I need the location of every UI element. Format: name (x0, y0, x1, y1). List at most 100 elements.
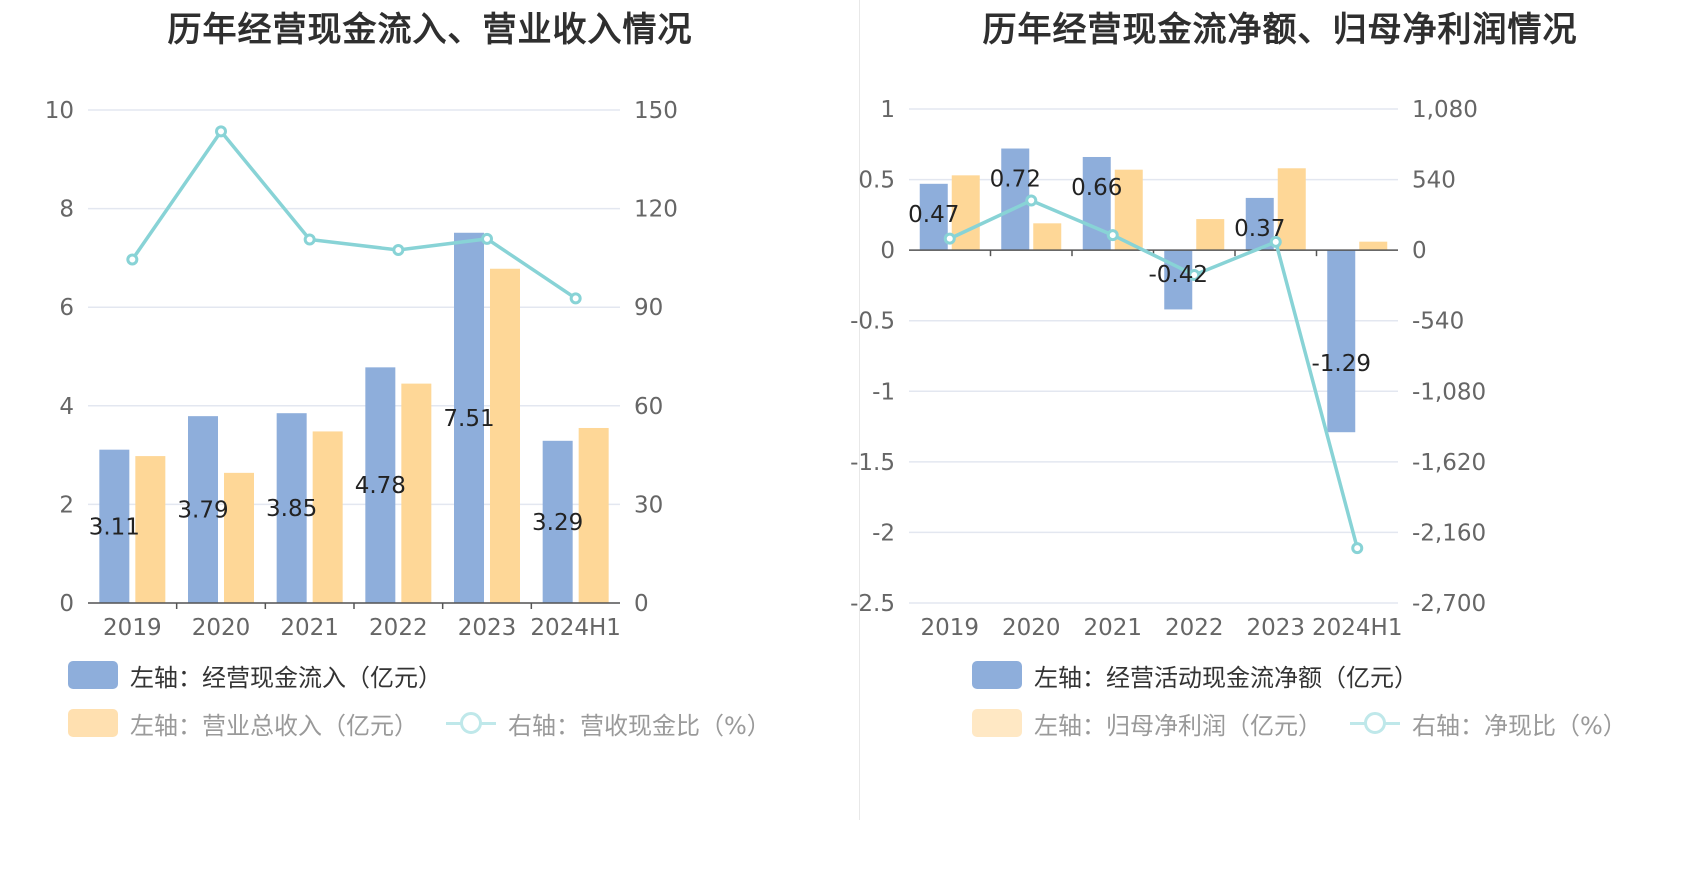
y2-tick-label: -2,700 (1412, 591, 1486, 617)
y-tick-label: -2.5 (850, 591, 895, 617)
bar (578, 427, 609, 603)
legend-swatch (972, 661, 1022, 689)
y-tick-label: 1 (880, 97, 895, 123)
bar (542, 440, 573, 603)
line-point (392, 244, 405, 257)
bar (276, 413, 307, 603)
bar (919, 183, 948, 251)
bar (1277, 168, 1306, 251)
x-tick-label: 2024H1 (1312, 615, 1402, 641)
line-point (303, 233, 316, 246)
bar (135, 456, 166, 603)
y-tick-label: -0.5 (850, 309, 895, 335)
x-tick-label: 2023 (458, 615, 517, 641)
legend-item[interactable]: 左轴：经营活动现金流净额（亿元） (972, 658, 1418, 693)
x-tick-label: 2023 (1246, 615, 1305, 641)
y2-tick-label: -1,620 (1412, 450, 1486, 476)
y-tick-label: 0.5 (858, 168, 895, 194)
line-point (126, 253, 139, 266)
bar (224, 472, 254, 603)
legend-swatch (68, 661, 118, 689)
y2-tick-label: 150 (634, 98, 678, 124)
x-tick-label: 2020 (1002, 615, 1061, 641)
y-tick-label: -2 (872, 520, 895, 546)
bar (1164, 250, 1193, 310)
line-point (569, 292, 582, 305)
bar (365, 367, 396, 603)
y2-tick-label: 60 (634, 394, 663, 420)
bar (1001, 148, 1030, 251)
data-label: 3.85 (266, 496, 317, 522)
x-tick-label: 2021 (280, 615, 339, 641)
y2-tick-label: 1,080 (1412, 97, 1478, 123)
y-tick-label: 0 (880, 238, 895, 264)
y2-tick-label: 0 (1412, 238, 1427, 264)
line-point (481, 232, 493, 245)
y2-tick-label: 540 (1412, 168, 1456, 194)
line-point (215, 125, 227, 138)
y-tick-label: 6 (59, 295, 74, 321)
chart-title: 历年经营现金流入、营业收入情况 (167, 10, 693, 50)
bar (1033, 223, 1062, 251)
y2-tick-label: 90 (634, 295, 663, 321)
data-label: 4.78 (355, 473, 406, 499)
bar (99, 449, 130, 603)
legend-item[interactable]: 左轴：经营现金流入（亿元） (68, 658, 442, 693)
bar (490, 268, 520, 603)
data-label: -0.42 (1148, 262, 1208, 288)
legend-label: 右轴：净现比（%） (1412, 711, 1627, 740)
bar (951, 175, 980, 251)
x-tick-label: 2019 (103, 615, 162, 641)
legend-label: 左轴：营业总收入（亿元） (130, 711, 418, 740)
x-tick-label: 2022 (369, 615, 428, 641)
legend-item[interactable]: 右轴：净现比（%） (1350, 706, 1627, 741)
data-label: 3.79 (177, 498, 228, 524)
legend-item[interactable]: 右轴：营收现金比（%） (446, 706, 771, 741)
bar (1082, 156, 1111, 251)
y2-tick-label: 120 (634, 197, 678, 223)
legend-swatch (68, 709, 118, 737)
y2-tick-label: -1,080 (1412, 379, 1486, 405)
legend-label: 左轴：经营活动现金流净额（亿元） (1034, 663, 1418, 692)
bar (1196, 219, 1225, 251)
data-label: 3.11 (89, 514, 140, 540)
y-tick-label: 10 (45, 98, 74, 124)
line-series (130, 128, 577, 300)
legend-item[interactable]: 左轴：归母净利润（亿元） (972, 706, 1322, 741)
chart-legend: 左轴：经营现金流入（亿元） 左轴：营业总收入（亿元） 右轴：营收现金比（%） (68, 660, 799, 756)
x-tick-label: 2022 (1165, 615, 1224, 641)
line-point (943, 232, 956, 245)
line-point (1351, 542, 1364, 555)
x-tick-label: 2020 (192, 615, 251, 641)
legend-label: 右轴：营收现金比（%） (508, 711, 771, 740)
net-cashflow-profit-chart: -2.5 -2,700 -2 -2,160 -1.5 -1,620 -1 -1,080 -0.5… (850, 97, 1486, 641)
legend-line-swatch (1350, 709, 1400, 737)
data-label: 0.72 (990, 167, 1041, 193)
line-series (949, 198, 1359, 549)
x-tick-label: 2021 (1083, 615, 1142, 641)
bar (1327, 250, 1356, 433)
bar (188, 416, 218, 603)
panel-divider (859, 0, 860, 820)
line-point (1188, 268, 1201, 281)
right-chart-panel: 历年经营现金流净额、归母净利润情况 -2.5 -2,700 -2 -2,160 -1.5… (850, 0, 1700, 830)
bar (401, 383, 432, 603)
legend-swatch (972, 709, 1022, 737)
data-label: 7.51 (443, 406, 494, 432)
data-label: 0.37 (1234, 216, 1285, 242)
y-tick-label: -1 (872, 379, 895, 405)
left-chart-panel: 历年经营现金流入、营业收入情况 0 0 2 30 4 60 6 90 8 120 10 150 2019… (0, 0, 860, 830)
x-tick-label: 2024H1 (530, 615, 620, 641)
line-point (1106, 229, 1119, 242)
line-point (1025, 194, 1038, 207)
legend-label: 左轴：归母净利润（亿元） (1034, 711, 1322, 740)
y2-tick-label: 0 (634, 591, 649, 617)
chart-title: 历年经营现金流净额、归母净利润情况 (982, 10, 1578, 50)
legend-item[interactable]: 左轴：营业总收入（亿元） (68, 706, 418, 741)
cashflow-inflow-revenue-chart: 0 0 2 30 4 60 6 90 8 120 10 150 2019 2020 2021 2022 2023… (45, 98, 678, 641)
data-label: 3.29 (532, 510, 583, 536)
bar (454, 232, 484, 603)
chart-legend: 左轴：经营活动现金流净额（亿元） 左轴：归母净利润（亿元） 右轴：净现比（%） (972, 660, 1655, 756)
data-label: 0.47 (908, 202, 959, 228)
y-tick-label: -1.5 (850, 450, 895, 476)
